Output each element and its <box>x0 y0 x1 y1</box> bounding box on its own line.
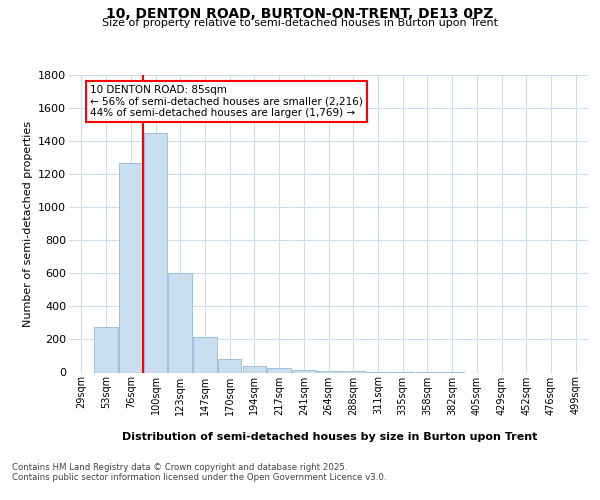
Bar <box>268 368 291 372</box>
Bar <box>317 371 340 372</box>
Bar <box>193 337 217 372</box>
Text: 10, DENTON ROAD, BURTON-ON-TRENT, DE13 0PZ: 10, DENTON ROAD, BURTON-ON-TRENT, DE13 0… <box>106 8 494 22</box>
Bar <box>341 371 365 372</box>
Text: Size of property relative to semi-detached houses in Burton upon Trent: Size of property relative to semi-detach… <box>102 18 498 28</box>
Bar <box>94 327 118 372</box>
Bar <box>218 360 241 372</box>
Bar <box>292 370 316 372</box>
Text: Contains public sector information licensed under the Open Government Licence v3: Contains public sector information licen… <box>12 474 386 482</box>
Bar <box>242 366 266 372</box>
Bar <box>119 164 143 372</box>
Text: Distribution of semi-detached houses by size in Burton upon Trent: Distribution of semi-detached houses by … <box>122 432 538 442</box>
Y-axis label: Number of semi-detached properties: Number of semi-detached properties <box>23 120 32 327</box>
Text: 10 DENTON ROAD: 85sqm
← 56% of semi-detached houses are smaller (2,216)
44% of s: 10 DENTON ROAD: 85sqm ← 56% of semi-deta… <box>90 85 363 118</box>
Bar <box>144 133 167 372</box>
Bar <box>169 274 192 372</box>
Text: Contains HM Land Registry data © Crown copyright and database right 2025.: Contains HM Land Registry data © Crown c… <box>12 462 347 471</box>
